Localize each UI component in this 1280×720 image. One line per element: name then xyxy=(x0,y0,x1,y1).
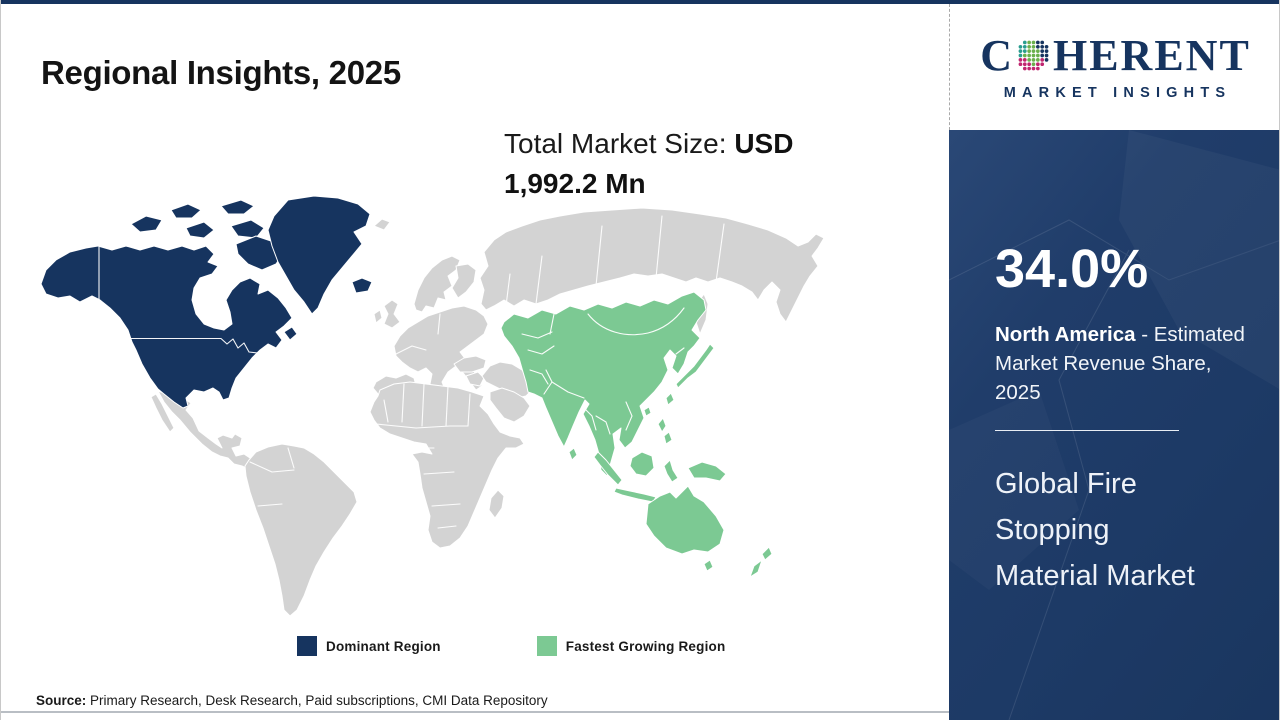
brand-prefix: C xyxy=(980,30,1014,80)
source-note: Source: Primary Research, Desk Research,… xyxy=(36,693,548,708)
globe-dots-icon xyxy=(1018,40,1049,71)
share-region: North America xyxy=(995,323,1136,346)
region-other-land xyxy=(150,207,825,617)
total-market-size-label: Total Market Size: xyxy=(504,128,735,159)
total-market-size-amount: 1,992.2 Mn xyxy=(504,167,646,199)
legend-swatch-fastest xyxy=(536,636,557,656)
top-accent-bar xyxy=(1,0,1279,4)
legend-label-fastest: Fastest Growing Region xyxy=(565,638,726,654)
legend-item-fastest: Fastest Growing Region xyxy=(536,636,726,656)
page-title: Regional Insights, 2025 xyxy=(41,54,401,92)
total-market-size: Total Market Size: USD 1,992.2 Mn xyxy=(504,124,836,204)
world-map-svg xyxy=(40,195,825,617)
total-market-size-currency: USD xyxy=(734,128,794,159)
source-text: Primary Research, Desk Research, Paid su… xyxy=(86,693,548,708)
region-north-america xyxy=(40,195,373,409)
legend-item-dominant: Dominant Region xyxy=(297,636,441,656)
share-rest: - Estimated Market Revenue Share, 2025 xyxy=(995,323,1245,405)
panel-map-texture xyxy=(949,219,1279,720)
share-value: 34.0% xyxy=(995,239,1149,299)
map-legend: Dominant Region Fastest Growing Region xyxy=(297,636,725,656)
brand-wordmark: C HERENT xyxy=(980,30,1251,80)
region-asia-pacific xyxy=(500,291,773,578)
bottom-divider xyxy=(1,711,949,713)
panel-divider xyxy=(995,430,1179,431)
market-name: Global Fire Stopping Material Market xyxy=(995,468,1195,592)
legend-label-dominant: Dominant Region xyxy=(326,638,441,654)
legend-swatch-dominant xyxy=(297,636,317,656)
brand-logo: C HERENT MARKET INSIGHTS xyxy=(949,4,1279,130)
brand-subtitle: MARKET INSIGHTS xyxy=(1003,84,1232,101)
country-borders xyxy=(98,215,725,529)
world-map xyxy=(36,186,886,621)
brand-suffix: HERENT xyxy=(1052,30,1251,80)
source-label: Source: xyxy=(36,693,87,708)
share-description: North America - Estimated Market Revenue… xyxy=(995,320,1253,407)
highlight-panel: 34.0% North America - Estimated Market R… xyxy=(949,130,1279,720)
